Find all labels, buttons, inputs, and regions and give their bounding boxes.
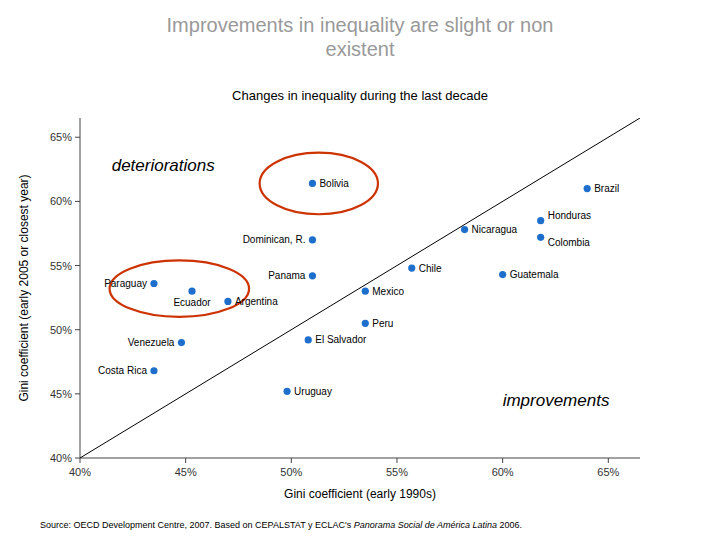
plot-area — [80, 118, 640, 458]
point-label: Honduras — [548, 210, 591, 221]
point-label: Paraguay — [104, 278, 147, 289]
point — [150, 280, 157, 287]
source-part: 2006. — [497, 520, 522, 530]
point — [309, 180, 316, 187]
point-label: Chile — [419, 263, 442, 274]
x-tick-label: 45% — [175, 466, 197, 478]
x-tick-label: 55% — [386, 466, 408, 478]
point — [537, 234, 544, 241]
y-axis — [80, 118, 81, 458]
y-tick — [75, 458, 80, 459]
point-label: Dominican, R. — [243, 234, 306, 245]
y-tick-label: 55% — [50, 260, 72, 272]
point — [537, 217, 544, 224]
highlight-ellipse — [260, 153, 378, 215]
annotation: deteriorations — [112, 156, 216, 175]
title-line: existent — [326, 38, 395, 60]
y-tick — [75, 329, 80, 330]
point-label: Costa Rica — [98, 365, 147, 376]
point-label: Mexico — [372, 286, 404, 297]
x-tick — [396, 458, 397, 463]
point — [362, 288, 369, 295]
point-label: Guatemala — [510, 269, 559, 280]
point — [178, 339, 185, 346]
x-tick — [502, 458, 503, 463]
point-label: Bolivia — [319, 178, 349, 189]
source: Source: OECD Development Centre, 2007. B… — [40, 520, 522, 530]
y-tick-label: 65% — [50, 131, 72, 143]
x-axis-label: Gini coefficient (early 1990s) — [284, 487, 436, 501]
y-tick — [75, 393, 80, 394]
x-tick-label: 60% — [492, 466, 514, 478]
point — [188, 288, 195, 295]
annotation: improvements — [503, 391, 610, 410]
title-line: Improvements in inequality are slight or… — [167, 14, 554, 36]
x-tick — [608, 458, 609, 463]
y-tick-label: 50% — [50, 324, 72, 336]
x-tick-label: 40% — [69, 466, 91, 478]
x-tick — [185, 458, 186, 463]
x-tick-label: 50% — [280, 466, 302, 478]
y-tick — [75, 137, 80, 138]
point — [283, 388, 290, 395]
y-tick — [75, 201, 80, 202]
point — [408, 265, 415, 272]
point — [499, 271, 506, 278]
y-tick-label: 40% — [50, 452, 72, 464]
point — [309, 236, 316, 243]
point-label: El Salvador — [315, 334, 367, 345]
point-label: Ecuador — [173, 297, 211, 308]
x-axis — [80, 458, 640, 459]
point-label: Colombia — [548, 237, 591, 248]
point — [461, 226, 468, 233]
y-tick-label: 60% — [50, 195, 72, 207]
reference-line — [80, 118, 640, 458]
point-label: Argentina — [235, 296, 278, 307]
point-label: Venezuela — [128, 337, 175, 348]
point — [584, 185, 591, 192]
y-tick — [75, 265, 80, 266]
x-tick — [291, 458, 292, 463]
x-tick-label: 65% — [597, 466, 619, 478]
point-label: Panama — [268, 270, 306, 281]
chart: Improvements in inequality are slight or… — [0, 0, 720, 540]
title: Improvements in inequality are slight or… — [167, 14, 554, 60]
point-label: Brazil — [594, 183, 619, 194]
source-part: Source: OECD Development Centre, 2007. B… — [40, 520, 354, 530]
point-label: Peru — [372, 318, 393, 329]
subtitle: Changes in inequality during the last de… — [232, 88, 488, 103]
y-axis-label: Gini coefficient (early 2005 or closest … — [17, 174, 31, 401]
point — [309, 272, 316, 279]
point — [362, 320, 369, 327]
source-part: Panorama Social de América Latina — [354, 520, 497, 530]
y-tick-label: 45% — [50, 388, 72, 400]
point-label: Nicaragua — [472, 224, 518, 235]
x-tick — [80, 458, 81, 463]
point — [224, 298, 231, 305]
point — [305, 336, 312, 343]
point — [150, 367, 157, 374]
point-label: Uruguay — [294, 386, 332, 397]
